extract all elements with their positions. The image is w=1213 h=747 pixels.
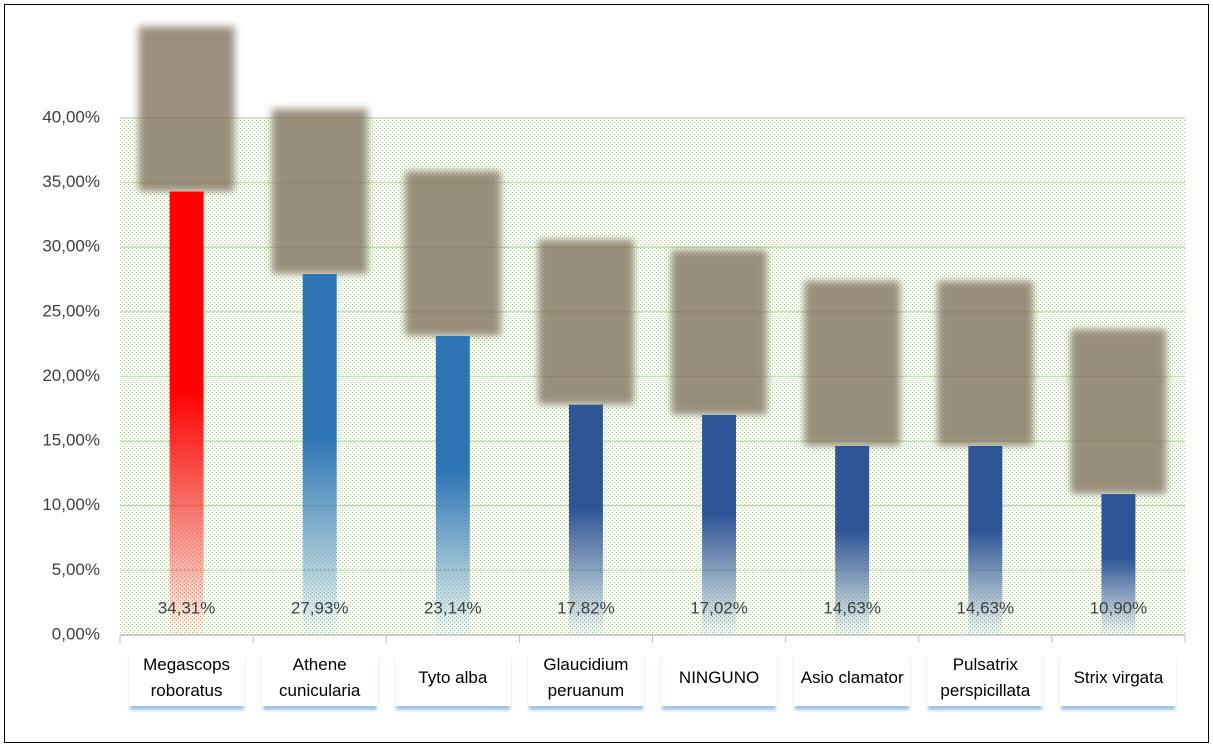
owl-photo (404, 170, 501, 336)
bar (968, 445, 1003, 635)
y-tick-label: 10,00% (42, 495, 100, 514)
owl-photo (138, 26, 235, 192)
y-tick-label: 15,00% (42, 431, 100, 450)
owl-photo (537, 239, 634, 405)
bar (702, 415, 737, 635)
value-label: 27,93% (291, 598, 349, 617)
chart-border (4, 4, 1209, 743)
bar (568, 404, 603, 635)
x-tick-label: Tyto alba (394, 650, 511, 706)
value-label: 23,14% (424, 598, 482, 617)
x-tick-label: Pulsatrix perspicillata (927, 650, 1044, 706)
value-label: 14,63% (823, 598, 881, 617)
value-label: 34,31% (158, 598, 216, 617)
owl-photo (271, 109, 368, 275)
value-label: 10,90% (1090, 598, 1148, 617)
value-label: 17,02% (690, 598, 748, 617)
bar (302, 274, 337, 635)
y-tick-label: 5,00% (52, 560, 100, 579)
value-label: 14,63% (956, 598, 1014, 617)
y-tick-label: 40,00% (42, 107, 100, 126)
y-tick-label: 20,00% (42, 366, 100, 385)
y-tick-label: 0,00% (52, 624, 100, 643)
x-tick-label: Strix virgata (1060, 650, 1177, 706)
y-tick-label: 25,00% (42, 301, 100, 320)
y-tick-label: 30,00% (42, 237, 100, 256)
x-tick-label: Glaucidium peruanum (527, 650, 644, 706)
bar (169, 191, 204, 635)
owl-photo (1070, 329, 1167, 495)
x-tick-label: Athene cunicularia (261, 650, 378, 706)
owl-photo (671, 250, 768, 416)
bar (435, 335, 470, 635)
x-tick-label: Megascops roboratus (128, 650, 245, 706)
bar (835, 445, 870, 635)
x-tick-label: NINGUNO (661, 650, 778, 706)
x-tick-label: Asio clamator (794, 650, 911, 706)
bar (1101, 494, 1136, 635)
owl-photo (937, 280, 1034, 446)
value-label: 17,82% (557, 598, 615, 617)
y-tick-label: 35,00% (42, 172, 100, 191)
owl-photo (804, 280, 901, 446)
